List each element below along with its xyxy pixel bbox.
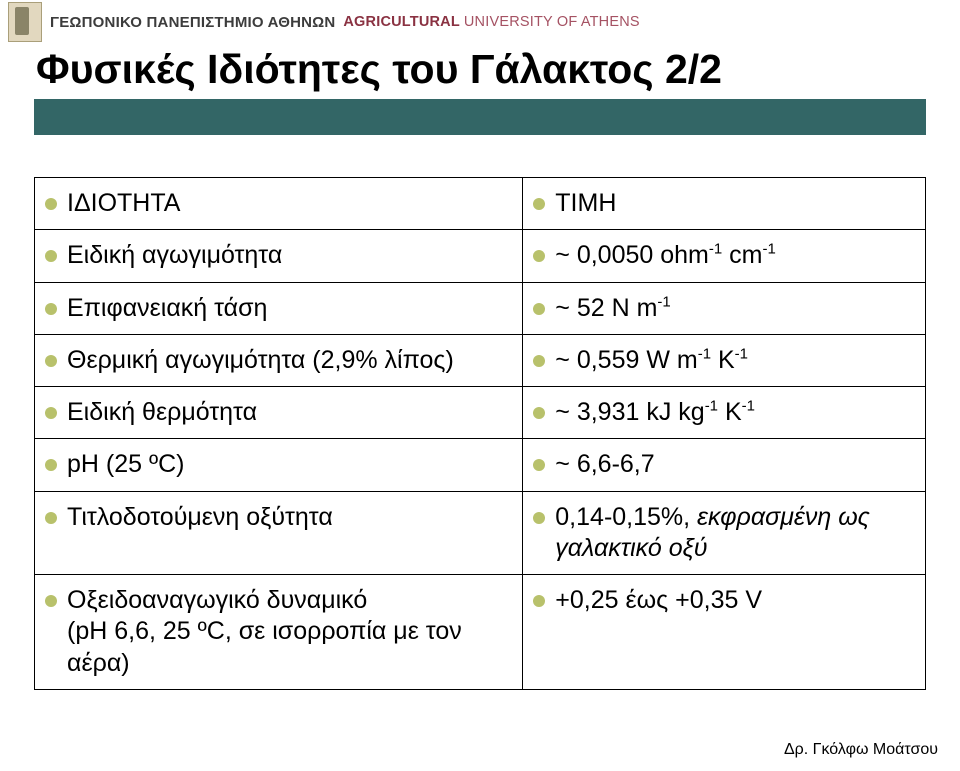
property-cell: Ειδική αγωγιμότητα	[35, 230, 523, 282]
properties-table: ΙΔΙΟΤΗΤΑ ΤΙΜΗ Ειδική αγωγιμότητα ~ 0,0050…	[34, 177, 926, 690]
table-row: pH (25 ºC) ~ 6,6-6,7	[35, 439, 926, 491]
table-row: Τιτλοδοτούμενη οξύτητα 0,14-0,15%, εκφρασ…	[35, 491, 926, 575]
bullet-icon	[533, 303, 545, 315]
bullet-icon	[45, 303, 57, 315]
property-text: Θερμική αγωγιμότητα (2,9% λίπος)	[67, 345, 454, 376]
value-text: 0,14-0,15%, εκφρασμένη ως γαλακτικό οξύ	[555, 502, 915, 565]
bullet-icon	[45, 250, 57, 262]
bullet-icon	[533, 355, 545, 367]
property-cell: Επιφανειακή τάση	[35, 282, 523, 334]
university-logo-icon	[8, 2, 42, 42]
bullet-icon	[533, 595, 545, 607]
value-text: +0,25 έως +0,35 V	[555, 585, 762, 616]
table-row: Ειδική θερμότητα ~ 3,931 kJ kg-1 K-1	[35, 387, 926, 439]
table-row: Οξειδοαναγωγικό δυναμικό(pH 6,6, 25 ºC, …	[35, 575, 926, 690]
bullet-icon	[45, 512, 57, 524]
value-text: ~ 3,931 kJ kg-1 K-1	[555, 397, 755, 428]
property-text: Ειδική θερμότητα	[67, 397, 257, 428]
value-cell: ~ 3,931 kJ kg-1 K-1	[523, 387, 926, 439]
property-cell: Οξειδοαναγωγικό δυναμικό(pH 6,6, 25 ºC, …	[35, 575, 523, 690]
value-cell: +0,25 έως +0,35 V	[523, 575, 926, 690]
property-text: Τιτλοδοτούμενη οξύτητα	[67, 502, 333, 533]
bullet-icon	[45, 595, 57, 607]
bullet-icon	[533, 459, 545, 471]
table-header-row: ΙΔΙΟΤΗΤΑ ΤΙΜΗ	[35, 178, 926, 230]
property-cell: Ειδική θερμότητα	[35, 387, 523, 439]
th-value: ΤΙΜΗ	[523, 178, 926, 230]
slide-body: Φυσικές Ιδιότητες του Γάλακτος 2/2 ΙΔΙΟΤ…	[0, 46, 960, 690]
header-english-bold: AGRICULTURAL	[343, 14, 459, 30]
property-cell: Τιτλοδοτούμενη οξύτητα	[35, 491, 523, 575]
property-cell: pH (25 ºC)	[35, 439, 523, 491]
value-text: ~ 0,0050 ohm-1 cm-1	[555, 240, 776, 271]
bullet-icon	[45, 407, 57, 419]
header-greek: ΓΕΩΠΟΝΙΚΟ ΠΑΝΕΠΙΣΤΗΜΙΟ ΑΘΗΝΩΝ	[50, 14, 335, 31]
header-english: AGRICULTURAL UNIVERSITY OF ATHENS	[343, 14, 639, 30]
property-text: Ειδική αγωγιμότητα	[67, 240, 282, 271]
table-row: Επιφανειακή τάση ~ 52 N m-1	[35, 282, 926, 334]
value-cell: ~ 6,6-6,7	[523, 439, 926, 491]
value-cell: ~ 0,0050 ohm-1 cm-1	[523, 230, 926, 282]
table-body: Ειδική αγωγιμότητα ~ 0,0050 ohm-1 cm-1 Επι…	[35, 230, 926, 690]
bullet-icon	[533, 198, 545, 210]
value-cell: ~ 0,559 W m-1 K-1	[523, 334, 926, 386]
value-cell: 0,14-0,15%, εκφρασμένη ως γαλακτικό οξύ	[523, 491, 926, 575]
bullet-icon	[45, 198, 57, 210]
property-text: pH (25 ºC)	[67, 449, 185, 480]
value-text: ~ 6,6-6,7	[555, 449, 654, 480]
bullet-icon	[533, 250, 545, 262]
header-english-rest: UNIVERSITY OF ATHENS	[464, 14, 640, 30]
th-property-text: ΙΔΙΟΤΗΤΑ	[67, 188, 180, 219]
slide-title: Φυσικές Ιδιότητες του Γάλακτος 2/2	[36, 46, 926, 93]
th-value-text: ΤΙΜΗ	[555, 188, 616, 219]
value-text: ~ 52 N m-1	[555, 293, 670, 324]
property-text: Οξειδοαναγωγικό δυναμικό(pH 6,6, 25 ºC, …	[67, 585, 512, 679]
bullet-icon	[533, 407, 545, 419]
table-row: Ειδική αγωγιμότητα ~ 0,0050 ohm-1 cm-1	[35, 230, 926, 282]
property-text: Επιφανειακή τάση	[67, 293, 267, 324]
bullet-icon	[45, 459, 57, 471]
bullet-icon	[45, 355, 57, 367]
th-property: ΙΔΙΟΤΗΤΑ	[35, 178, 523, 230]
value-cell: ~ 52 N m-1	[523, 282, 926, 334]
bullet-icon	[533, 512, 545, 524]
property-cell: Θερμική αγωγιμότητα (2,9% λίπος)	[35, 334, 523, 386]
title-bar	[34, 99, 926, 135]
value-text: ~ 0,559 W m-1 K-1	[555, 345, 748, 376]
footer-author: Δρ. Γκόλφω Μοάτσου	[784, 741, 938, 759]
university-header: ΓΕΩΠΟΝΙΚΟ ΠΑΝΕΠΙΣΤΗΜΙΟ ΑΘΗΝΩΝ AGRICULTUR…	[0, 0, 960, 44]
table-row: Θερμική αγωγιμότητα (2,9% λίπος) ~ 0,559 …	[35, 334, 926, 386]
